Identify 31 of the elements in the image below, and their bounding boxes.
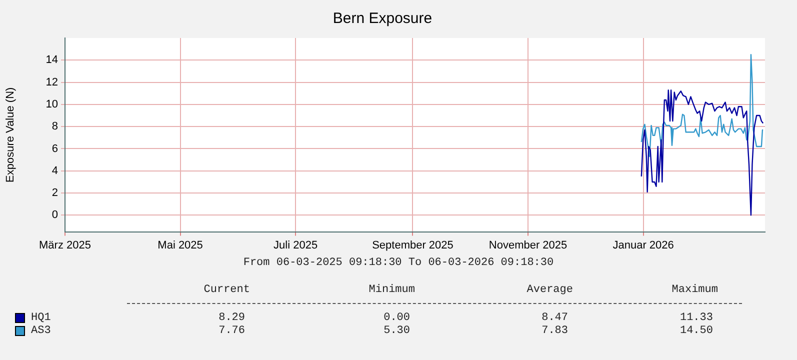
y-tick-label: 2 xyxy=(52,187,58,200)
text: Average xyxy=(526,284,573,296)
y-tick-label: 6 xyxy=(52,142,58,155)
text: Maximum xyxy=(670,284,718,296)
text: From 06-03-2025 09:18:30 To 06-03-2026 09:18:30 xyxy=(242,257,555,269)
legend-label: HQ1 xyxy=(31,312,51,324)
text: 0.00 xyxy=(382,312,410,324)
y-tick-label: 12 xyxy=(46,76,58,88)
text: 5.30 xyxy=(382,325,410,337)
y-tick-label: 4 xyxy=(52,164,58,177)
text: Minimum xyxy=(368,284,415,296)
x-tick-label: November 2025 xyxy=(488,239,568,252)
x-tick-label: Juli 2025 xyxy=(274,239,318,252)
x-tick-label: Januar 2026 xyxy=(612,239,674,252)
text: 14.50 xyxy=(678,325,713,337)
legend-label: AS3 xyxy=(31,325,51,337)
text: 7.83 xyxy=(540,325,568,337)
y-tick-label: 8 xyxy=(52,120,58,133)
x-tick-label: September 2025 xyxy=(372,239,454,252)
x-tick-label: März 2025 xyxy=(39,239,91,252)
y-axis-title: Exposure Value (N) xyxy=(4,87,17,182)
chart-title: Bern Exposure xyxy=(332,10,432,28)
text: Current xyxy=(202,284,250,296)
text: 11.33 xyxy=(678,312,713,324)
text: 8.29 xyxy=(218,312,245,324)
text: 7.76 xyxy=(218,325,245,337)
y-tick-label: 0 xyxy=(52,209,58,222)
text: 8.47 xyxy=(540,312,568,324)
x-tick-label: Mai 2025 xyxy=(158,239,203,252)
y-tick-label: 14 xyxy=(46,54,58,66)
y-tick-label: 10 xyxy=(46,98,58,110)
